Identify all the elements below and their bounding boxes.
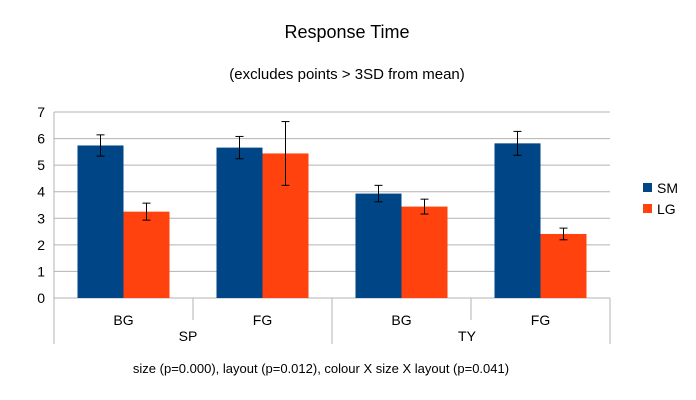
x-group-label: TY — [458, 328, 477, 344]
legend-label-lg: LG — [657, 201, 676, 217]
y-tick-label: 7 — [37, 104, 45, 120]
chart-subtitle: (excludes points > 3SD from mean) — [229, 66, 465, 83]
bar-sm-4 — [494, 143, 541, 298]
y-tick-label: 3 — [37, 210, 45, 226]
y-tick-label: 5 — [37, 157, 45, 173]
bar-sm-3 — [355, 193, 402, 298]
legend-label-sm: SM — [657, 180, 678, 196]
x-tick-label: FG — [253, 312, 272, 328]
x-group-label: SP — [179, 328, 198, 344]
bar-lg-1 — [123, 211, 170, 298]
footnote: size (p=0.000), layout (p=0.012), colour… — [133, 361, 509, 376]
bar-lg-4 — [540, 233, 587, 298]
legend-swatch-lg — [643, 204, 652, 213]
y-tick-label: 0 — [37, 290, 45, 306]
bar-sm-1 — [77, 145, 124, 298]
y-tick-label: 1 — [37, 263, 45, 279]
chart-title: Response Time — [284, 22, 409, 42]
y-tick-label: 6 — [37, 131, 45, 147]
bar-lg-3 — [401, 206, 448, 298]
y-tick-label: 2 — [37, 237, 45, 253]
legend: SM LG — [643, 180, 678, 217]
x-tick-label: BG — [391, 312, 411, 328]
x-tick-label: BG — [113, 312, 133, 328]
legend-swatch-sm — [643, 183, 652, 192]
plot-area: 0 1 2 3 4 5 6 7 BG FG BG FG SP TY — [37, 104, 611, 344]
x-tick-label: FG — [531, 312, 550, 328]
bar-sm-2 — [216, 147, 263, 298]
y-tick-label: 4 — [37, 184, 45, 200]
